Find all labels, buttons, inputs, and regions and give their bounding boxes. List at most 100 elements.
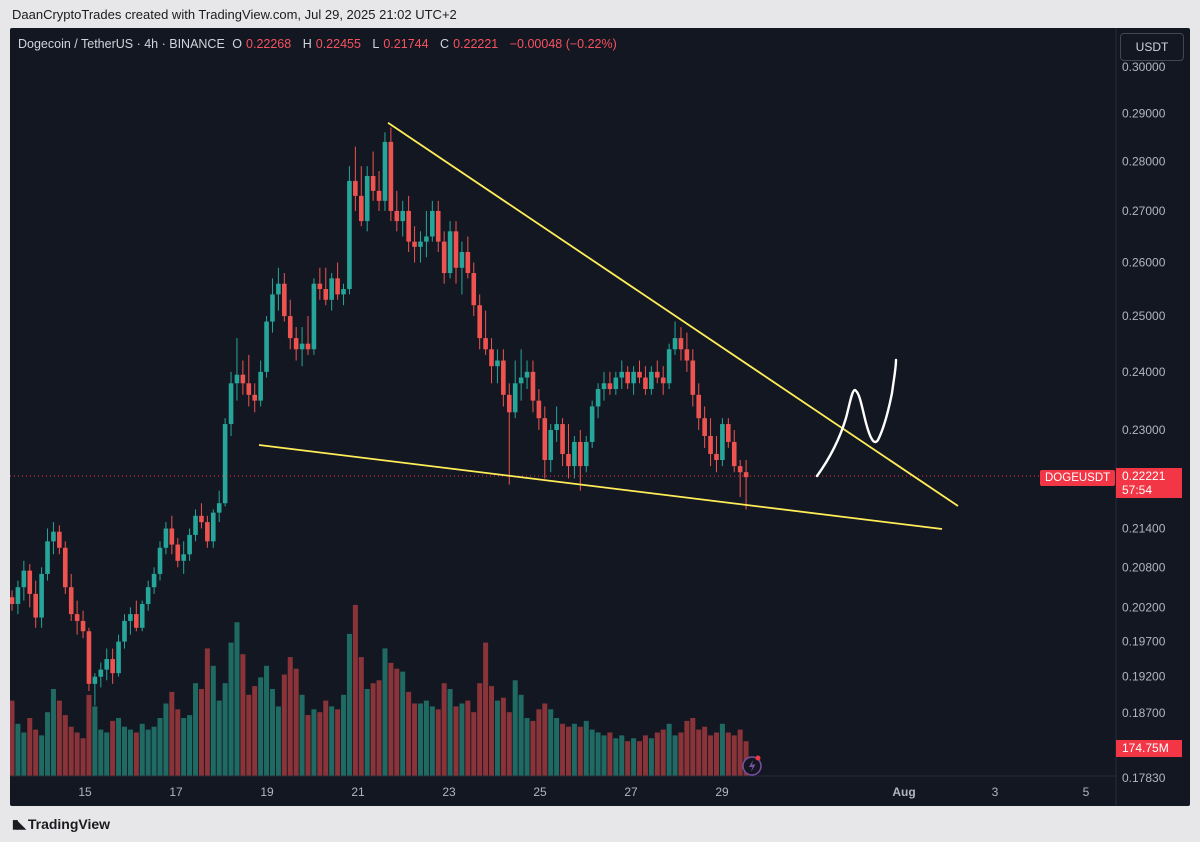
volume-bar [660, 729, 666, 776]
volume-bar [287, 657, 293, 776]
time-tick-label: Aug [892, 785, 915, 799]
candle [39, 567, 44, 628]
volume-bar [494, 700, 500, 776]
chart-area[interactable]: 0.30000 0.29000 0.28000 0.27000 0.26000 0.250… [10, 28, 1190, 806]
candle [157, 541, 163, 581]
volume-bar [329, 706, 335, 776]
price-tick-label: 0.21400 [1122, 522, 1166, 536]
candle [122, 614, 127, 649]
candle [554, 406, 559, 442]
time-tick-label: 29 [715, 785, 729, 799]
candle [684, 332, 690, 372]
currency-selector[interactable]: USDT [1120, 33, 1184, 61]
price-tick-label: 0.17830 [1122, 771, 1166, 785]
alert-icon[interactable] [742, 755, 762, 776]
candle [317, 267, 323, 300]
candle [412, 226, 417, 263]
volume-bar [447, 689, 453, 776]
candle [145, 580, 151, 611]
volume-bar [305, 715, 311, 776]
candle [696, 383, 702, 430]
volume-bar [169, 691, 175, 776]
volume-bar [116, 718, 122, 776]
volume-bar [33, 729, 39, 776]
candle [68, 573, 74, 621]
volume-bar [335, 709, 341, 776]
ohlc-legend: Dogecoin / TetherUS · 4h · BINANCE O 0.22… [18, 37, 621, 51]
change-value: −0.00048 (−0.22%) [509, 37, 617, 51]
candle [358, 166, 364, 227]
volume-bar [423, 700, 429, 776]
volume-bar [163, 703, 169, 776]
volume-bar [583, 720, 589, 776]
candle [240, 360, 246, 395]
candle [512, 360, 518, 419]
volume-bar [477, 683, 483, 776]
candle [376, 171, 382, 211]
price-tick-label: 0.28000 [1122, 154, 1166, 168]
volume-bar [157, 718, 163, 776]
candle [524, 360, 530, 390]
volume-bar [489, 686, 495, 776]
volume-bar [589, 729, 595, 776]
price-tick-label: 0.30000 [1122, 60, 1166, 74]
current-price-tag: 0.22221 57:54 [1116, 468, 1182, 498]
candle [10, 590, 15, 611]
volume-bar [400, 671, 406, 776]
volume-bar [104, 732, 110, 776]
candle [536, 389, 542, 430]
volume-bar [595, 732, 601, 776]
volume-bar [518, 694, 524, 776]
candle [720, 418, 725, 467]
candle [566, 424, 571, 479]
candle [92, 673, 98, 706]
volume-bar [388, 662, 394, 776]
volume-bar [110, 720, 116, 776]
volume-bar [512, 680, 518, 776]
candle [134, 600, 139, 632]
candle [187, 528, 192, 561]
candle [613, 371, 619, 395]
volume-bar [27, 718, 33, 776]
volume-bar [269, 689, 275, 776]
chart-canvas[interactable]: 0.30000 0.29000 0.28000 0.27000 0.26000 0.250… [10, 28, 1190, 806]
candle [477, 294, 482, 350]
candle [548, 424, 554, 473]
current-price-label: 0.22221 [1122, 469, 1166, 483]
volume-bar [341, 694, 347, 776]
candle [394, 190, 400, 232]
trendline [387, 122, 959, 507]
volume-bar [530, 720, 536, 776]
time-tick-label: 19 [260, 785, 274, 799]
candle [74, 600, 80, 635]
candle [151, 567, 157, 594]
volume-bar [417, 703, 423, 776]
volume-bar [364, 689, 370, 776]
high-value: H 0.22455 [302, 37, 361, 51]
volume-bar [678, 732, 684, 776]
candle [98, 662, 104, 688]
candle [678, 327, 684, 361]
volume-bar [601, 735, 607, 776]
volume-bar [228, 642, 234, 776]
volume-bar [548, 709, 554, 776]
trendline [258, 444, 943, 530]
tradingview-logo[interactable]: ▮◣ TradingView [12, 816, 110, 832]
volume-bar [21, 732, 27, 776]
volume-bar [412, 703, 418, 776]
time-tick-label: 3 [992, 785, 999, 799]
time-tick-label: 15 [78, 785, 92, 799]
candle [293, 327, 299, 361]
volume-bar [631, 738, 637, 776]
volume-bar [86, 694, 92, 776]
candle [583, 435, 589, 473]
candle [299, 327, 305, 367]
price-tick-label: 0.20200 [1122, 600, 1166, 614]
volume-bar [127, 729, 133, 776]
candle [252, 383, 258, 413]
candle [276, 267, 281, 311]
volume-bar [358, 657, 364, 776]
volume-bar [252, 686, 258, 776]
candle [193, 509, 198, 542]
volume-bar [613, 738, 619, 776]
